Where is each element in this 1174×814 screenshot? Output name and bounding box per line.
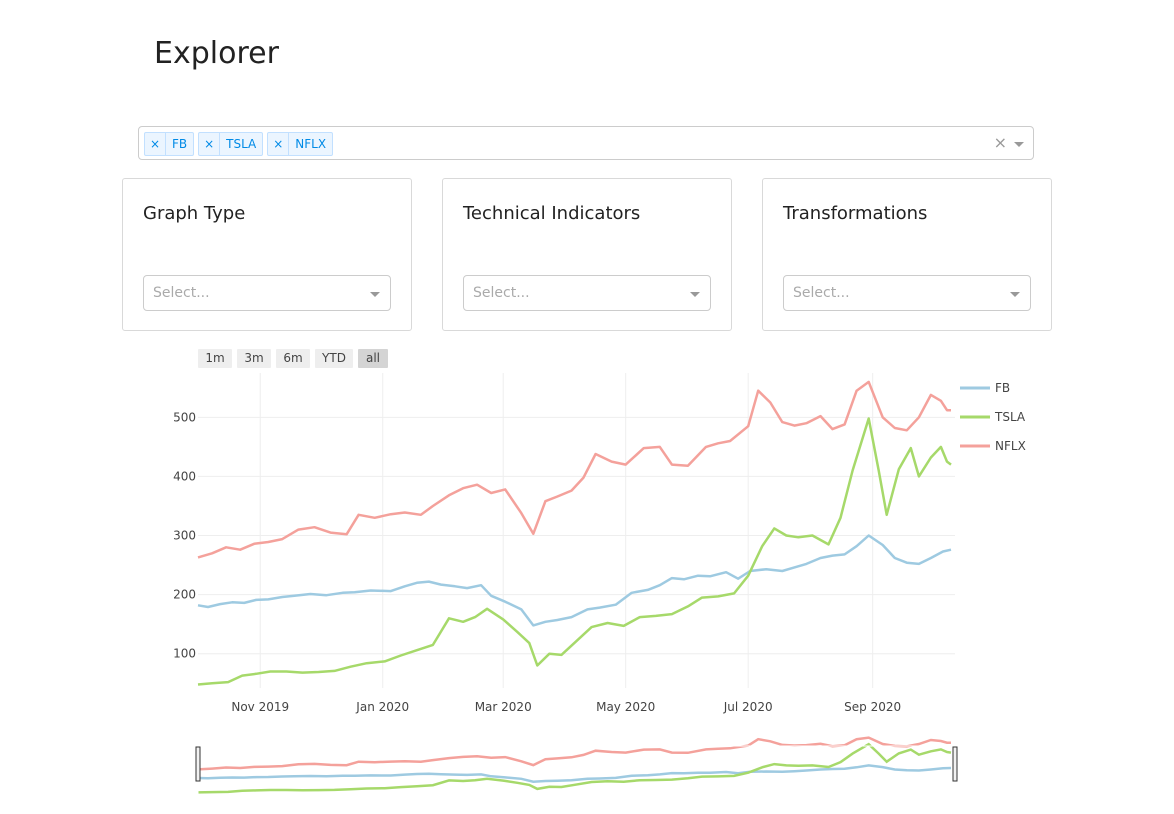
range-button-3m[interactable]: 3m bbox=[237, 349, 271, 368]
rangeslider-right-handle[interactable] bbox=[952, 746, 958, 782]
transformations-select[interactable]: Select... bbox=[783, 275, 1031, 311]
y-tick-label: 400 bbox=[173, 469, 196, 483]
tag-label: TSLA bbox=[226, 137, 257, 151]
series-line-tsla bbox=[197, 417, 952, 686]
tag-fb: × FB bbox=[144, 132, 195, 156]
y-tick-label: 500 bbox=[173, 410, 196, 424]
select-placeholder: Select... bbox=[473, 285, 530, 301]
select-placeholder: Select... bbox=[153, 285, 210, 301]
transformations-card: Transformations Select... bbox=[762, 178, 1052, 331]
range-button-all[interactable]: all bbox=[358, 349, 388, 368]
tag-label: NFLX bbox=[295, 137, 327, 151]
card-title: Technical Indicators bbox=[463, 203, 641, 224]
series-line-nflx bbox=[197, 380, 951, 559]
legend-label: TSLA bbox=[994, 410, 1026, 424]
select-placeholder: Select... bbox=[793, 285, 850, 301]
x-tick-label: Nov 2019 bbox=[231, 700, 289, 714]
x-tick-label: Jan 2020 bbox=[355, 700, 409, 714]
technical-indicators-card: Technical Indicators Select... bbox=[442, 178, 732, 331]
y-tick-label: 300 bbox=[173, 529, 196, 543]
range-button-1m[interactable]: 1m bbox=[198, 349, 232, 368]
page-title: Explorer bbox=[154, 36, 279, 71]
technical-indicators-select[interactable]: Select... bbox=[463, 275, 711, 311]
ticker-multi-select[interactable]: × FB × TSLA × NFLX × bbox=[138, 126, 1034, 160]
series-lines bbox=[197, 380, 952, 686]
legend-label: NFLX bbox=[995, 439, 1026, 453]
x-tick-label: Jul 2020 bbox=[723, 700, 773, 714]
remove-tsla-icon[interactable]: × bbox=[199, 133, 221, 155]
clear-all-icon[interactable]: × bbox=[993, 133, 1007, 152]
selected-tags: × FB × TSLA × NFLX bbox=[144, 132, 334, 156]
chevron-down-icon[interactable] bbox=[690, 292, 700, 297]
y-axis-ticks: 100 200 300 400 500 bbox=[173, 410, 196, 660]
legend: FB TSLA NFLX bbox=[960, 381, 1026, 453]
card-title: Transformations bbox=[783, 203, 928, 224]
chevron-down-icon[interactable] bbox=[370, 292, 380, 297]
rangeslider-line-nflx bbox=[197, 736, 951, 771]
tag-label: FB bbox=[172, 137, 188, 151]
remove-fb-icon[interactable]: × bbox=[145, 133, 166, 155]
range-slider bbox=[195, 736, 958, 798]
range-button-6m[interactable]: 6m bbox=[276, 349, 310, 368]
range-button-ytd[interactable]: YTD bbox=[315, 349, 353, 368]
x-axis-ticks: Nov 2019 Jan 2020 Mar 2020 May 2020 Jul 2020… bbox=[231, 700, 901, 714]
y-tick-label: 100 bbox=[173, 647, 196, 661]
legend-label: FB bbox=[995, 381, 1010, 395]
series-line-fb bbox=[197, 534, 952, 627]
graph-type-card: Graph Type Select... bbox=[122, 178, 412, 331]
x-tick-label: May 2020 bbox=[596, 700, 655, 714]
graph-type-select[interactable]: Select... bbox=[143, 275, 391, 311]
tag-tsla: × TSLA bbox=[198, 132, 264, 156]
chevron-down-icon[interactable] bbox=[1010, 292, 1020, 297]
remove-nflx-icon[interactable]: × bbox=[268, 133, 290, 155]
rangeslider-left-handle[interactable] bbox=[195, 746, 201, 782]
card-title: Graph Type bbox=[143, 203, 246, 224]
x-tick-label: Sep 2020 bbox=[844, 700, 901, 714]
tag-nflx: × NFLX bbox=[267, 132, 334, 156]
rangeslider-line-fb bbox=[197, 764, 952, 783]
x-tick-label: Mar 2020 bbox=[475, 700, 532, 714]
chevron-down-icon[interactable] bbox=[1014, 142, 1024, 147]
y-tick-label: 200 bbox=[173, 588, 196, 602]
